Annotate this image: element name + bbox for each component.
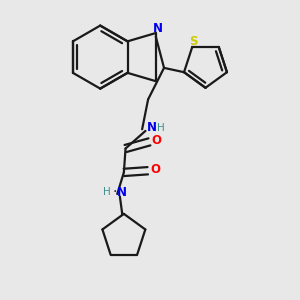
Text: S: S (189, 35, 197, 49)
Text: N: N (152, 22, 162, 35)
Text: O: O (150, 163, 160, 176)
Text: H: H (103, 187, 111, 197)
Text: H: H (157, 123, 164, 133)
Text: ·: · (113, 185, 117, 199)
Text: N: N (146, 121, 156, 134)
Text: N: N (117, 186, 127, 199)
Text: O: O (152, 134, 162, 147)
